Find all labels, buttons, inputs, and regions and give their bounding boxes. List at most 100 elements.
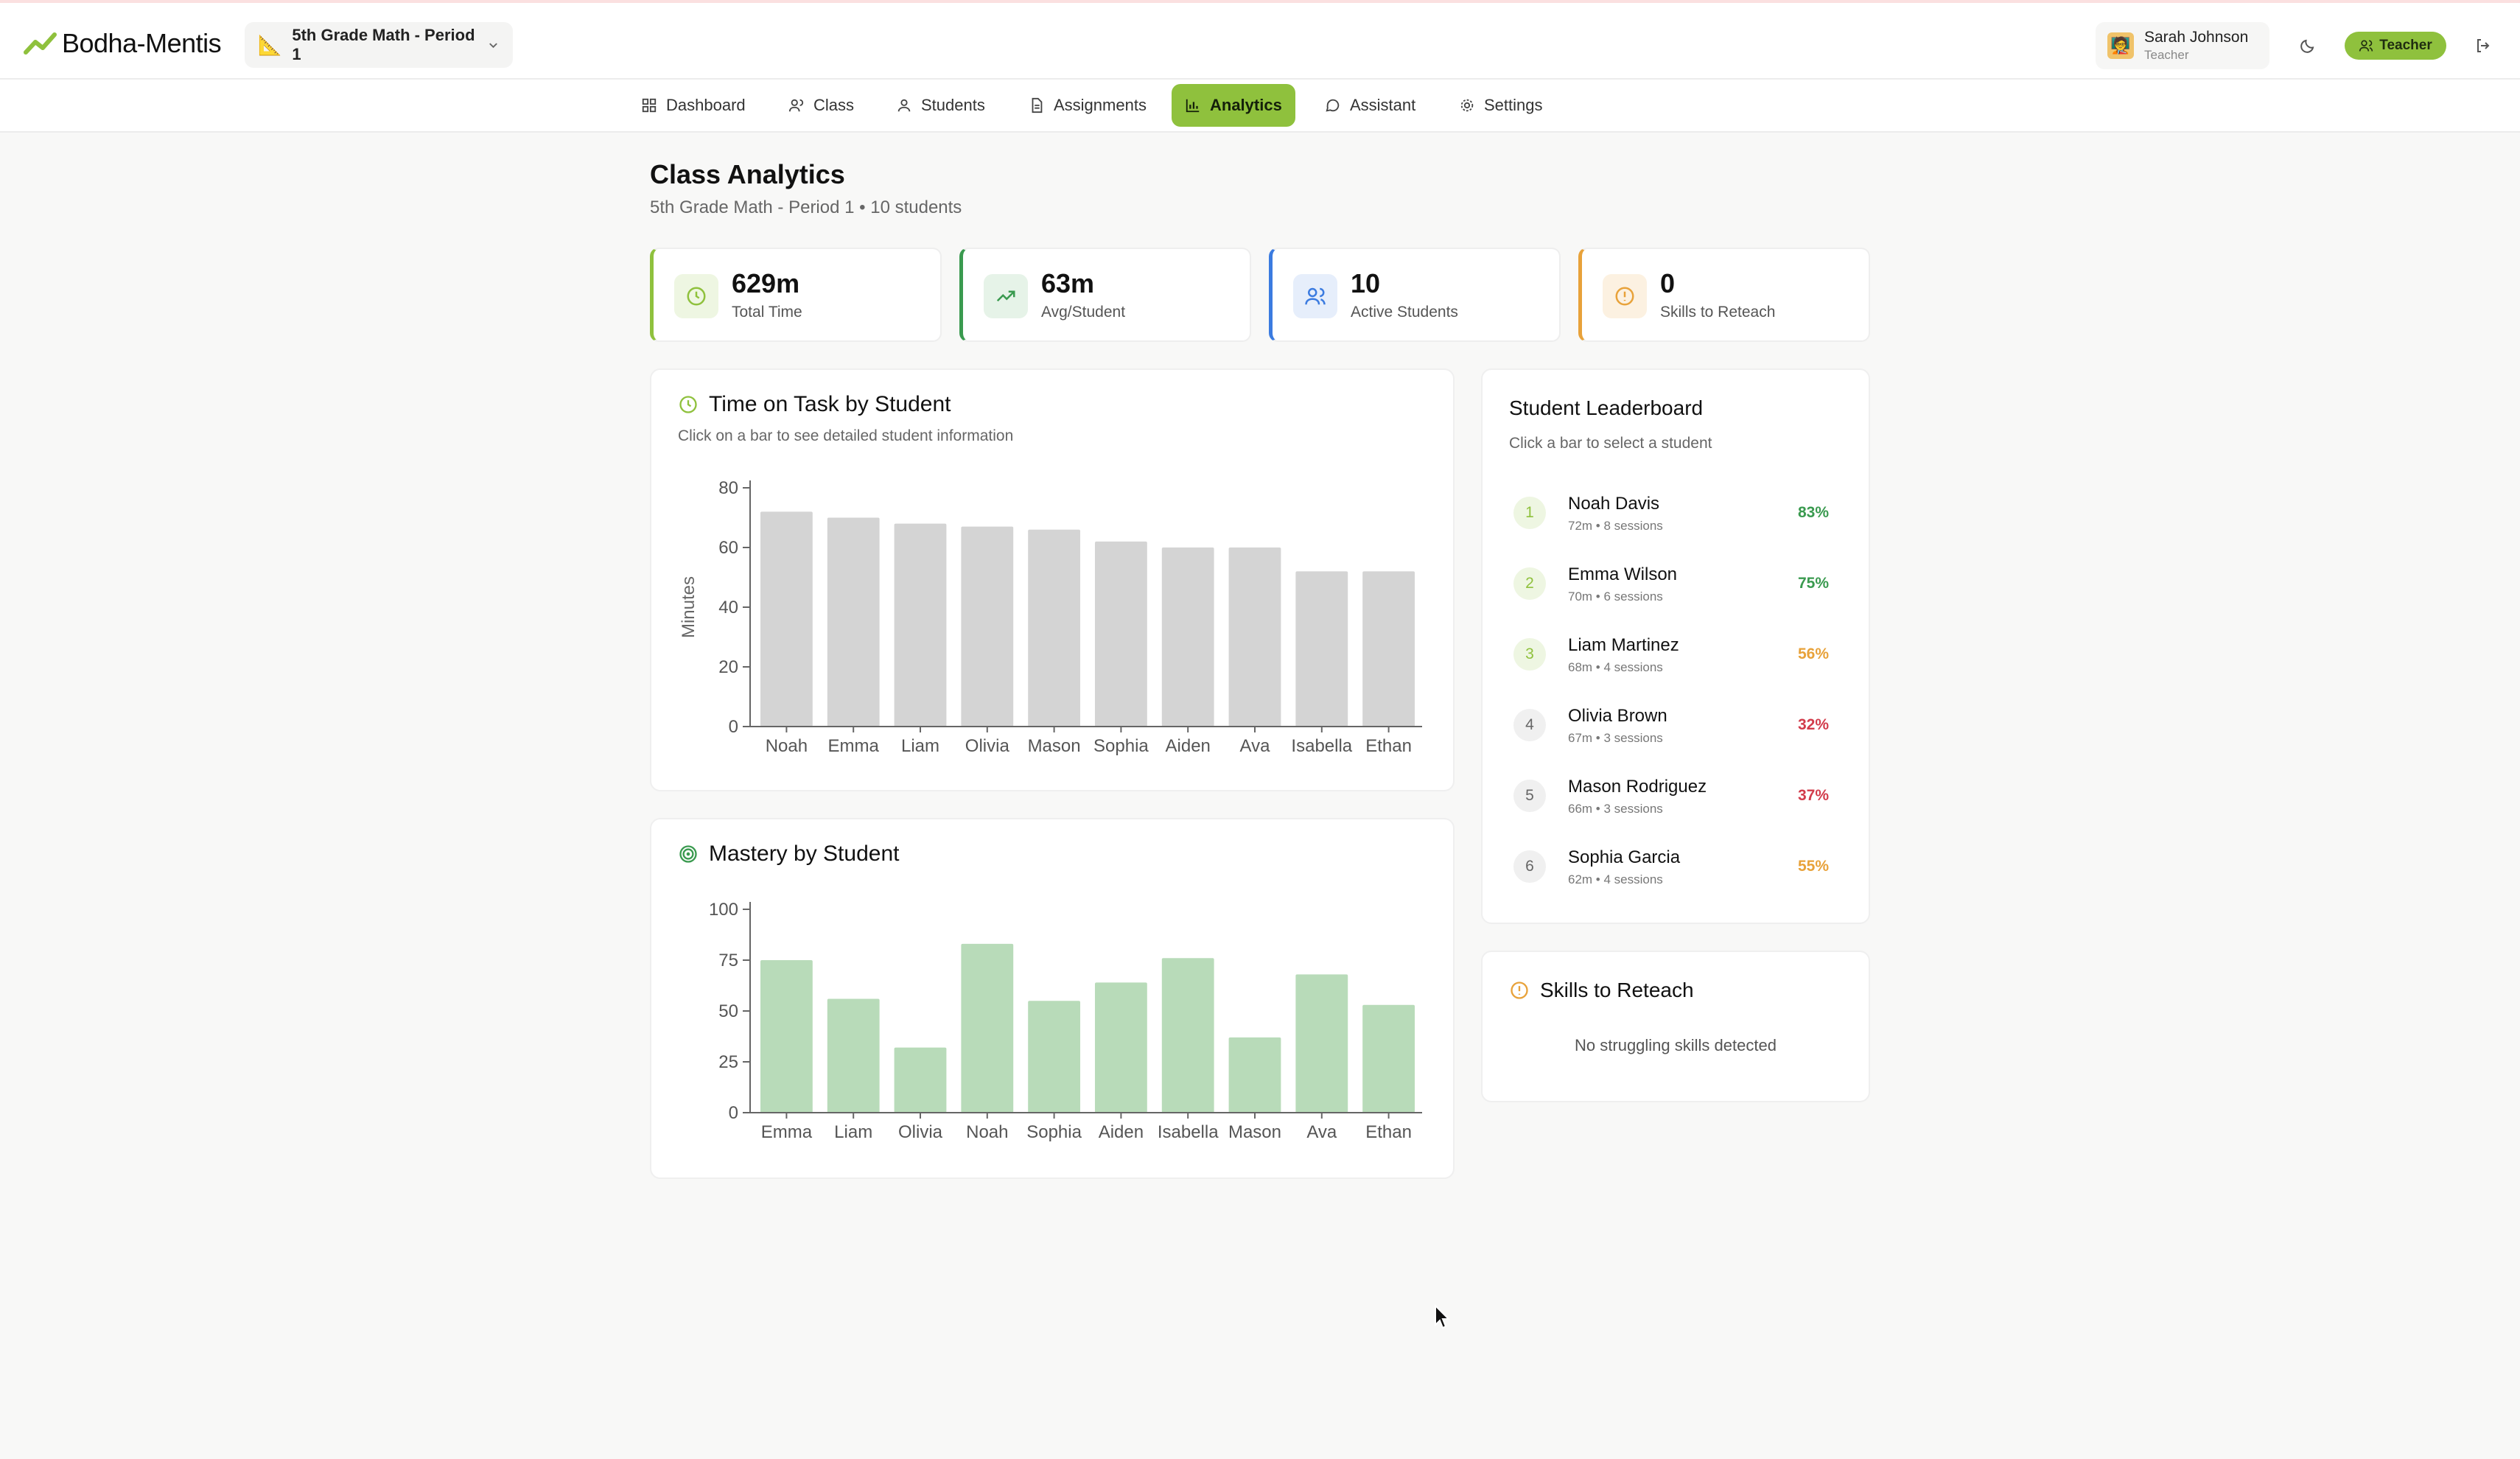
rank-badge: 5: [1513, 780, 1546, 812]
users-icon: [788, 99, 804, 112]
alert-circle-icon: [1511, 982, 1528, 999]
reteach-title: Skills to Reteach: [1509, 979, 1694, 1002]
time-on-task-card: Time on Task by Student Click on a bar t…: [650, 368, 1455, 791]
x-tick-label: Olivia: [965, 736, 1010, 756]
tab-analytics[interactable]: Analytics: [1172, 84, 1295, 127]
stat-card-avg-student: 63m Avg/Student: [959, 248, 1251, 342]
mastery-chart-title: Mastery by Student: [678, 842, 899, 867]
top-bar: Bodha-Mentis 📐 5th Grade Math - Period 1…: [0, 3, 2520, 80]
x-tick-label: Emma: [761, 1122, 813, 1142]
tab-label: Analytics: [1210, 96, 1282, 114]
y-tick-label: 100: [709, 900, 738, 920]
page-title: Class Analytics: [650, 159, 845, 189]
chart-bar: [1295, 974, 1348, 1113]
mastery-percent: 55%: [1797, 858, 1829, 875]
mastery-percent: 75%: [1797, 575, 1829, 592]
app-logo[interactable]: Bodha-Mentis: [24, 25, 222, 62]
tab-label: Assistant: [1350, 96, 1416, 114]
users-icon: [2359, 40, 2373, 52]
stat-value: 629m: [732, 268, 800, 298]
x-tick-label: Ethan: [1365, 736, 1412, 756]
triangle-ruler-icon: 📐: [258, 33, 282, 56]
leaderboard-row[interactable]: 5 Mason Rodriguez 66m • 3 sessions 37%: [1511, 765, 1835, 827]
y-tick-label: 20: [718, 657, 738, 677]
mastery-percent: 32%: [1797, 716, 1829, 733]
y-tick-label: 50: [718, 1001, 738, 1021]
y-tick-label: 0: [729, 1103, 738, 1123]
chart-bar: [760, 960, 813, 1113]
mouse-cursor-icon: [1435, 1304, 1451, 1329]
tab-settings[interactable]: Settings: [1446, 84, 1556, 127]
chart-bar: [1094, 982, 1147, 1113]
leaderboard-row[interactable]: 2 Emma Wilson 70m • 6 sessions 75%: [1511, 553, 1835, 615]
chart-bar: [961, 526, 1014, 727]
mastery-chart: 0 25 50 75 100 Emma Liam Olivia Noah Sophia Aiden I…: [709, 900, 1422, 1142]
student-meta: 70m • 6 sessions: [1568, 589, 1663, 603]
x-tick-label: Mason: [1228, 1122, 1281, 1142]
chat-icon: [1326, 99, 1340, 112]
class-selector[interactable]: 📐 5th Grade Math - Period 1: [245, 22, 513, 68]
y-tick-label: 80: [718, 478, 738, 498]
logout-button[interactable]: [2468, 31, 2498, 60]
grid-icon: [642, 98, 657, 113]
chart-bar: [827, 998, 880, 1113]
tab-dashboard[interactable]: Dashboard: [628, 84, 759, 127]
student-name: Sophia Garcia: [1568, 847, 1681, 867]
mastery-chart-title-text: Mastery by Student: [709, 842, 900, 866]
chart-bar: [894, 1047, 947, 1113]
tab-label: Assignments: [1054, 96, 1147, 114]
chart-bar: [1094, 541, 1147, 727]
dark-mode-toggle[interactable]: [2293, 31, 2323, 60]
student-name: Mason Rodriguez: [1568, 777, 1707, 797]
leaderboard-row[interactable]: 4 Olivia Brown 67m • 3 sessions 32%: [1511, 694, 1835, 756]
leaderboard-row[interactable]: 6 Sophia Garcia 62m • 4 sessions 55%: [1511, 836, 1835, 898]
stat-card-skills-reteach: 0 Skills to Reteach: [1578, 248, 1870, 342]
x-tick-label: Isabella: [1158, 1122, 1219, 1142]
tab-assistant[interactable]: Assistant: [1312, 84, 1429, 127]
user-profile[interactable]: 🧑‍🏫 Sarah Johnson Teacher: [2096, 22, 2269, 69]
mastery-percent: 56%: [1797, 645, 1829, 662]
x-tick-label: Ava: [1240, 736, 1271, 756]
leaderboard-title: Student Leaderboard: [1509, 396, 1704, 419]
tab-class[interactable]: Class: [775, 84, 867, 127]
y-axis-label: Minutes: [679, 576, 699, 638]
tab-assignments[interactable]: Assignments: [1015, 84, 1160, 127]
users-icon: [1293, 274, 1337, 318]
leaderboard-row[interactable]: 3 Liam Martinez 68m • 4 sessions 56%: [1511, 623, 1835, 685]
chart-bar: [827, 517, 880, 727]
user-name: Sarah Johnson: [2144, 29, 2249, 46]
reteach-empty-text: No struggling skills detected: [1575, 1036, 1777, 1054]
rank-badge: 3: [1513, 638, 1546, 671]
tab-label: Class: [813, 96, 855, 114]
stat-value: 63m: [1041, 268, 1095, 298]
x-tick-label: Noah: [966, 1122, 1008, 1142]
rank-badge: 6: [1513, 850, 1546, 883]
student-name: Emma Wilson: [1568, 564, 1678, 584]
rank-badge: 4: [1513, 709, 1546, 741]
alert-circle-icon: [1603, 274, 1647, 318]
trending-up-icon: [984, 274, 1028, 318]
file-icon: [1032, 97, 1043, 113]
moon-icon: [2300, 39, 2314, 53]
y-tick-label: 25: [718, 1052, 738, 1072]
bar-chart-icon: [1186, 99, 1200, 113]
user-role: Teacher: [2144, 48, 2189, 62]
chart-bar: [760, 511, 813, 727]
x-tick-label: Liam: [834, 1122, 872, 1142]
tab-label: Dashboard: [666, 96, 746, 114]
x-tick-label: Ethan: [1365, 1122, 1412, 1142]
y-tick-label: 60: [718, 538, 738, 558]
leaderboard-row[interactable]: 1 Noah Davis 72m • 8 sessions 83%: [1511, 482, 1835, 544]
tab-label: Students: [921, 96, 985, 114]
chevron-down-icon: [489, 43, 497, 49]
leaderboard-subtitle: Click a bar to select a student: [1509, 435, 1712, 452]
tab-students[interactable]: Students: [883, 84, 998, 127]
role-badge[interactable]: Teacher: [2345, 32, 2446, 60]
chart-bar: [894, 523, 947, 727]
stat-value: 0: [1660, 268, 1676, 298]
rank-badge: 2: [1513, 567, 1546, 600]
mastery-card: Mastery by Student 0 25 50 75 100 Emma Liam Oli…: [650, 818, 1455, 1179]
main-nav: Dashboard Class Students Assignments Ana…: [0, 80, 2520, 133]
tab-label: Settings: [1484, 96, 1543, 114]
student-name: Liam Martinez: [1568, 635, 1679, 655]
